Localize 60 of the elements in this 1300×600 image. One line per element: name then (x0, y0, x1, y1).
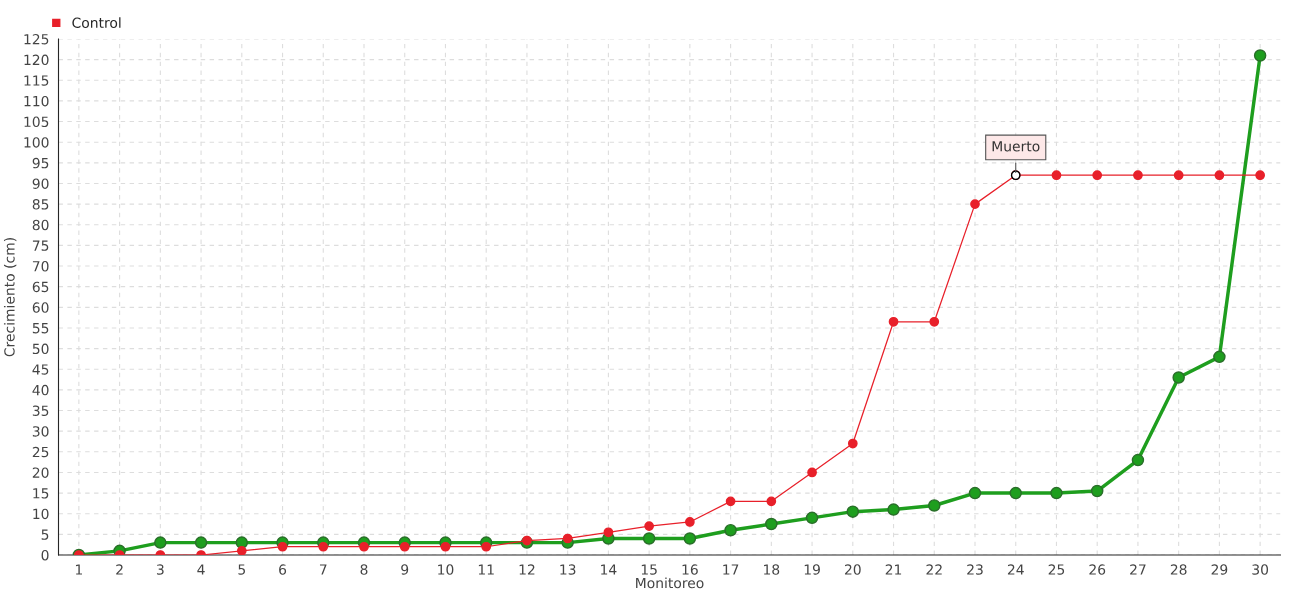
x-tick-label: 18 (764, 564, 780, 575)
x-tick-label: 13 (560, 564, 576, 575)
y-tick-label: 40 (32, 384, 49, 396)
x-tick-label: 16 (682, 564, 698, 575)
y-tick-label: 110 (24, 95, 49, 107)
x-tick-label: 15 (641, 564, 657, 575)
x-tick-label: 22 (926, 564, 942, 575)
y-tick-label: 90 (32, 178, 49, 189)
x-tick-label: 14 (601, 564, 617, 575)
y-tick-label: 15 (33, 488, 49, 499)
x-tick-label: 6 (279, 564, 287, 575)
y-tick-label: 45 (32, 364, 49, 375)
x-tick-label: 1 (75, 564, 82, 575)
x-tick-label: 25 (1048, 564, 1065, 575)
y-tick-label: 115 (24, 75, 49, 86)
x-tick-label: 30 (1252, 564, 1269, 575)
y-tick-label: 100 (24, 137, 49, 148)
y-tick-label: 75 (32, 240, 49, 251)
y-tick-label: 10 (33, 508, 49, 520)
y-tick-label: 105 (24, 116, 49, 128)
y-tick-label: 5 (41, 529, 49, 540)
y-tick-label: 85 (32, 199, 49, 210)
y-tick-label: 20 (32, 467, 49, 478)
x-tick-label: 29 (1211, 564, 1228, 575)
x-tick-label: 2 (116, 564, 123, 575)
x-tick-label: 7 (319, 564, 327, 575)
y-tick-label: 25 (32, 446, 49, 458)
x-tick-label: 28 (1170, 564, 1187, 575)
y-tick-label: 65 (32, 281, 49, 293)
y-tick-label: 35 (32, 405, 49, 416)
x-tick-label: 17 (723, 564, 739, 575)
x-tick-label: 23 (967, 564, 983, 575)
x-tick-label: 4 (197, 564, 205, 575)
y-tick-label: 60 (32, 302, 49, 313)
x-tick-label: 21 (885, 564, 902, 575)
x-tick-label: 24 (1007, 564, 1024, 575)
x-tick-label: 11 (478, 564, 494, 575)
y-tick-label: 30 (32, 426, 49, 437)
x-tick-label: 20 (844, 564, 861, 575)
x-tick-label: 8 (360, 564, 368, 575)
y-tick-label: 95 (32, 157, 49, 169)
legend-label: Control (72, 17, 121, 28)
x-tick-label: 5 (238, 564, 246, 575)
x-tick-label: 19 (804, 564, 820, 575)
x-tick-label: 26 (1089, 564, 1106, 575)
y-tick-label: 55 (32, 323, 49, 334)
annotation: Muerto (992, 141, 1040, 152)
x-tick-label: 12 (519, 564, 535, 575)
y-tick-label: 125 (24, 33, 49, 45)
y-tick-label: 0 (41, 549, 49, 561)
y-axis-title: Crecimiento (cm) (3, 238, 17, 357)
x-tick-label: 10 (438, 564, 454, 575)
x-axis-title: Monitoreo (636, 577, 704, 589)
x-tick-label: 27 (1130, 564, 1146, 575)
x-tick-label: 3 (156, 564, 164, 575)
y-tick-label: 50 (32, 343, 49, 355)
y-tick-label: 70 (32, 261, 49, 272)
y-tick-label: 120 (24, 54, 49, 66)
x-tick-label: 9 (401, 564, 409, 575)
y-tick-label: 80 (32, 219, 49, 231)
